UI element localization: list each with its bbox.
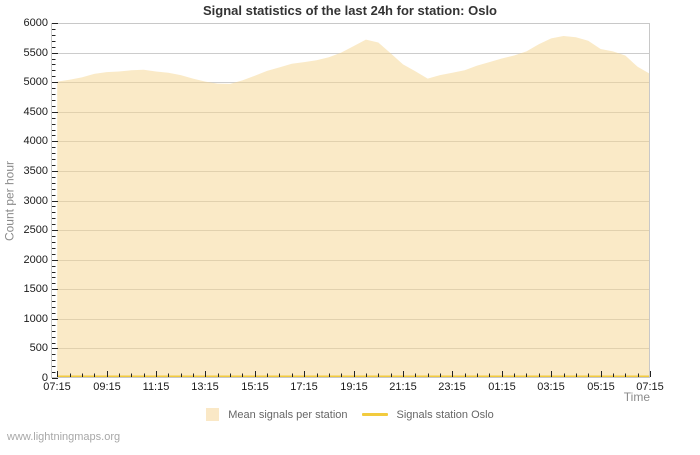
x-tick-label: 19:15 xyxy=(340,381,368,393)
x-tick-label: 03:15 xyxy=(537,381,565,393)
x-tick-label: 09:15 xyxy=(93,381,121,393)
y-tick-label: 5500 xyxy=(23,47,48,59)
y-tick-label: 6000 xyxy=(23,17,48,29)
x-axis-title: Time xyxy=(623,390,650,404)
x-tick-label: 07:15 xyxy=(636,381,664,393)
legend: Mean signals per station Signals station… xyxy=(0,408,700,421)
x-tick-label: 15:15 xyxy=(241,381,269,393)
x-tick-label: 01:15 xyxy=(488,381,516,393)
legend-item-oslo: Signals station Oslo xyxy=(361,408,494,421)
x-tick-label: 21:15 xyxy=(389,381,417,393)
y-tick-label: 4500 xyxy=(23,106,48,118)
x-tick-label: 13:15 xyxy=(191,381,219,393)
chart-title: Signal statistics of the last 24h for st… xyxy=(203,3,497,18)
mean-area-swatch-icon xyxy=(206,408,220,421)
y-tick-label: 3500 xyxy=(23,165,48,177)
y-tick-label: 0 xyxy=(41,372,48,384)
y-tick-label: 4000 xyxy=(23,135,48,147)
x-tick-label: 07:15 xyxy=(43,381,71,393)
legend-label-oslo: Signals station Oslo xyxy=(396,408,494,421)
y-tick-label: 1500 xyxy=(23,283,48,295)
watermark-url: www.lightningmaps.org xyxy=(7,431,121,443)
legend-item-mean: Mean signals per station xyxy=(206,408,348,421)
x-tick-label: 17:15 xyxy=(290,381,318,393)
x-tick-label: 23:15 xyxy=(438,381,466,393)
x-tick-label: 11:15 xyxy=(142,381,170,393)
y-tick-label: 5000 xyxy=(23,76,48,88)
y-tick-label: 3000 xyxy=(23,195,48,207)
y-tick-label: 500 xyxy=(29,342,48,354)
legend-label-mean: Mean signals per station xyxy=(228,408,348,421)
y-tick-label: 2500 xyxy=(23,224,48,236)
y-tick-label: 1000 xyxy=(23,313,48,325)
y-tick-label: 2000 xyxy=(23,254,48,266)
x-tick-label: 05:15 xyxy=(587,381,615,393)
oslo-line-swatch-icon xyxy=(361,413,388,416)
